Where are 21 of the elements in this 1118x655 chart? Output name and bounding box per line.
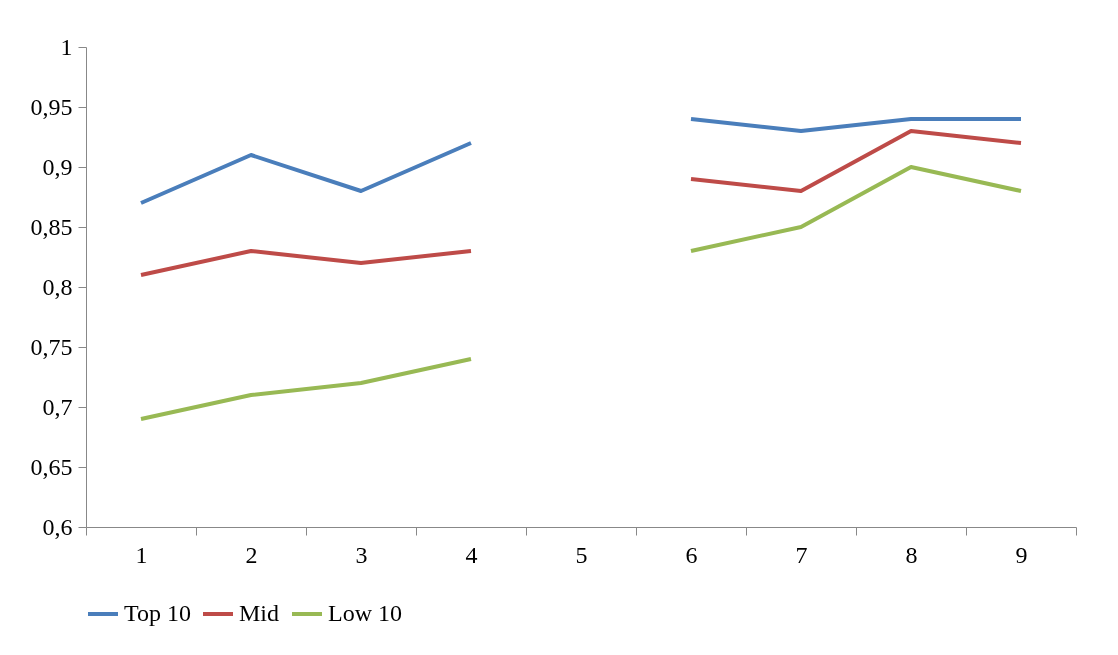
x-tick-label: 8 <box>905 541 918 568</box>
x-tick-label: 2 <box>245 541 258 568</box>
y-tick-label: 1 <box>60 33 73 60</box>
x-tick-label: 4 <box>465 541 478 568</box>
y-tick-label: 0,75 <box>30 333 73 360</box>
x-tick-label: 5 <box>575 541 588 568</box>
x-tick-label: 1 <box>135 541 148 568</box>
y-tick-label: 0,7 <box>42 393 73 420</box>
legend-label: Top 10 <box>124 600 191 626</box>
x-tick-label: 7 <box>795 541 808 568</box>
x-tick-label: 6 <box>685 541 698 568</box>
legend-label: Mid <box>239 600 280 626</box>
y-tick-label: 0,95 <box>30 93 73 120</box>
y-tick-label: 0,9 <box>42 153 73 180</box>
y-tick-label: 0,65 <box>30 453 73 480</box>
x-tick-label: 9 <box>1015 541 1028 568</box>
x-tick-label: 3 <box>355 541 368 568</box>
y-tick-label: 0,6 <box>42 513 73 540</box>
y-tick-label: 0,8 <box>42 273 73 300</box>
y-tick-label: 0,85 <box>30 213 73 240</box>
legend-label: Low 10 <box>328 600 402 626</box>
